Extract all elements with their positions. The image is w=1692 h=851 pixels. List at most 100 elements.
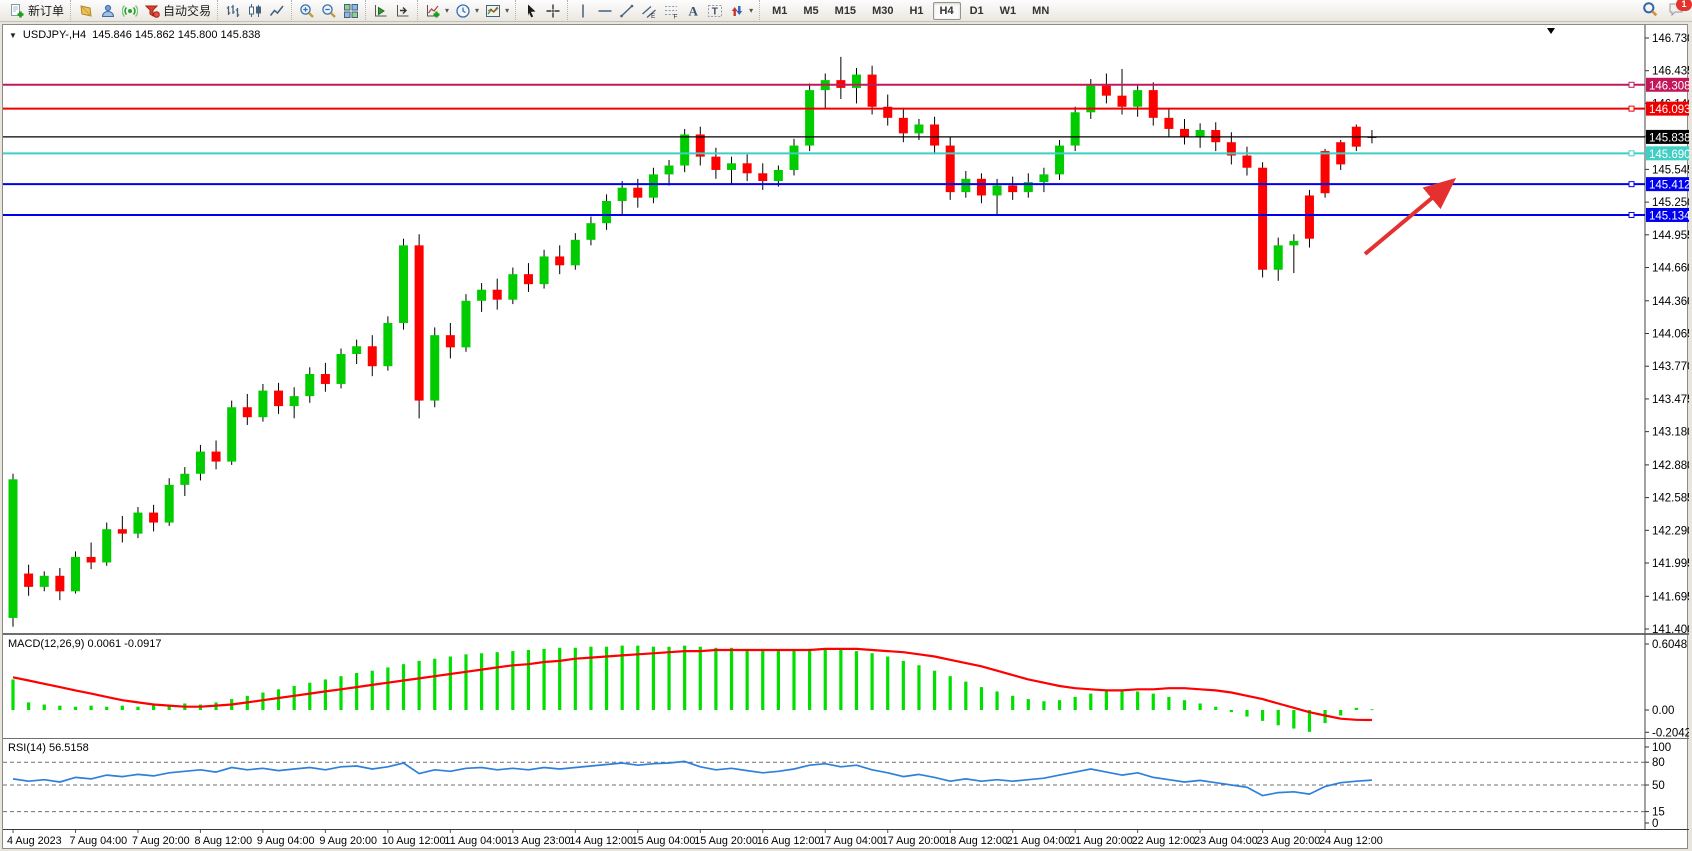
timeframe-h1-button[interactable]: H1 [909, 4, 924, 17]
rsi-pane[interactable]: 100 80 50 150 [3, 738, 1689, 830]
chevron-down-icon[interactable]: ▾ [445, 5, 450, 15]
macd-histogram-bar [308, 682, 312, 710]
chart-shift-button[interactable] [392, 1, 414, 21]
level-line-handle[interactable] [1628, 211, 1635, 218]
timeframe-m30-button[interactable]: M30 [872, 4, 894, 17]
time-tick-label[interactable]: 14 Aug 12:00 [569, 835, 633, 847]
chart-shift-icon [395, 3, 411, 19]
zoom-in-button[interactable] [296, 1, 318, 21]
chevron-down-icon[interactable]: ▾ [505, 5, 510, 15]
equidistant-channel-button[interactable]: E [638, 1, 660, 21]
candle-body [399, 245, 408, 323]
time-tick-label[interactable]: 17 Aug 20:00 [882, 835, 946, 847]
time-tick-label[interactable]: 21 Aug 20:00 [1069, 835, 1133, 847]
time-tick-label[interactable]: 21 Aug 04:00 [1007, 835, 1071, 847]
metaeditor-button[interactable] [75, 1, 97, 21]
line-chart-button[interactable] [266, 1, 288, 21]
auto-trading-button[interactable]: 自动交易 [141, 1, 214, 21]
macd-histogram-bar [839, 649, 843, 710]
rsi-axis-label: 50 [1652, 780, 1665, 792]
timeframe-h4-button[interactable]: H4 [932, 1, 961, 20]
level-line-handle[interactable] [1628, 150, 1635, 157]
bar-chart-button[interactable] [222, 1, 244, 21]
macd-histogram-bar [979, 687, 984, 710]
time-tick-label[interactable]: 22 Aug 12:00 [1132, 835, 1196, 847]
time-tick-label[interactable]: 7 Aug 20:00 [132, 835, 190, 847]
macd-histogram-bar [698, 646, 702, 710]
periods-button[interactable]: ▾ [452, 1, 482, 21]
time-tick-label[interactable]: 15 Aug 04:00 [632, 835, 696, 847]
time-tick-label[interactable]: 4 Aug 2023 [7, 835, 62, 847]
vertical-line-button[interactable] [572, 1, 594, 21]
time-tick-label[interactable]: 11 Aug 04:00 [444, 835, 507, 847]
candle-body [1023, 182, 1033, 193]
level-line-handle[interactable] [1628, 81, 1635, 88]
timeframe-d1-button[interactable]: D1 [969, 4, 984, 17]
text-button[interactable]: A [682, 1, 704, 21]
candle-body [367, 346, 377, 367]
time-tick-label[interactable]: 13 Aug 23:00 [507, 835, 571, 847]
cursor-icon [523, 3, 539, 19]
level-line-handle[interactable] [1628, 105, 1635, 112]
chart-collapse-icon[interactable]: ▼ [9, 30, 17, 40]
templates-button[interactable]: ▾ [482, 1, 512, 21]
zoom-out-button[interactable] [318, 1, 340, 21]
signals-button[interactable] [119, 1, 141, 21]
new-order-button[interactable]: 新订单 [6, 1, 67, 21]
timeframe-m15-button[interactable]: M15 [834, 4, 857, 17]
chat-button[interactable]: 1 [1668, 0, 1692, 22]
timeframe-mn-button[interactable]: MN [1032, 4, 1050, 17]
candlestick-chart-button[interactable] [244, 1, 266, 21]
time-tick-label[interactable]: 7 Aug 04:00 [69, 835, 127, 847]
trendline-button[interactable] [616, 1, 638, 21]
time-tick-label[interactable]: 9 Aug 04:00 [257, 835, 315, 847]
price-tick-label: 143.770 [1652, 361, 1689, 373]
main-chart[interactable]: 146.730146.435146.140145.845145.545145.2… [3, 25, 1689, 634]
auto-scroll-button[interactable] [370, 1, 392, 21]
candle-body [758, 173, 768, 182]
arrows-button[interactable]: ▾ [726, 1, 756, 21]
chart-window [2, 24, 1688, 849]
time-tick-label[interactable]: 8 Aug 12:00 [194, 835, 252, 847]
timeframe-m1-button[interactable]: M1 [772, 4, 788, 17]
time-tick-label[interactable]: 17 Aug 04:00 [819, 835, 883, 847]
search-icon [1642, 1, 1658, 22]
fibonacci-button[interactable]: F [660, 1, 682, 21]
time-tick-label[interactable]: 18 Aug 12:00 [944, 835, 1008, 847]
services-group: 自动交易 [70, 0, 214, 22]
time-tick-label[interactable]: 24 Aug 12:00 [1319, 835, 1383, 847]
timeframe-w1-button[interactable]: W1 [999, 4, 1017, 17]
macd-histogram-bar [526, 649, 531, 710]
candle-body [117, 529, 127, 534]
indicators-button[interactable]: ▾ [422, 1, 452, 21]
text-label-button[interactable]: T [704, 1, 726, 21]
horizontal-line-button[interactable] [594, 1, 616, 21]
trend-arrow-annotation[interactable] [1363, 177, 1457, 256]
time-tick-label[interactable]: 23 Aug 04:00 [1194, 835, 1258, 847]
level-line-handle[interactable] [1628, 181, 1635, 188]
price-tick-label: 143.475 [1652, 394, 1689, 406]
mql5-community-button[interactable] [97, 1, 119, 21]
chevron-down-icon[interactable]: ▾ [749, 5, 754, 15]
macd-histogram-bar [808, 648, 812, 710]
tile-windows-button[interactable] [340, 1, 362, 21]
macd-histogram-bar [120, 705, 124, 710]
candle-body [805, 90, 815, 146]
time-tick-label[interactable]: 10 Aug 12:00 [382, 835, 446, 847]
timeframe-m5-button[interactable]: M5 [803, 4, 819, 17]
time-tick-label[interactable]: 15 Aug 20:00 [694, 835, 758, 847]
chevron-down-icon[interactable]: ▾ [475, 5, 480, 15]
crosshair-button[interactable] [542, 1, 564, 21]
time-tick-label[interactable]: 16 Aug 12:00 [757, 835, 821, 847]
chart-shift-marker[interactable] [1547, 28, 1555, 34]
macd-pane[interactable]: 0.6048 0.00 -0.2042 [3, 634, 1689, 738]
price-tick-label: 142.585 [1652, 493, 1689, 505]
time-tick-label[interactable]: 23 Aug 20:00 [1257, 835, 1321, 847]
candle-body [305, 373, 315, 397]
time-tick-label[interactable]: 9 Aug 20:00 [319, 835, 377, 847]
search-button[interactable] [1642, 1, 1658, 22]
cursor-button[interactable] [520, 1, 542, 21]
price-tick-label: 145.545 [1652, 164, 1689, 176]
candlestick-icon [247, 3, 263, 19]
time-axis[interactable]: 4 Aug 2023 7 Aug 04:00 7 Aug 20:00 8 Aug 12… [3, 830, 1689, 849]
